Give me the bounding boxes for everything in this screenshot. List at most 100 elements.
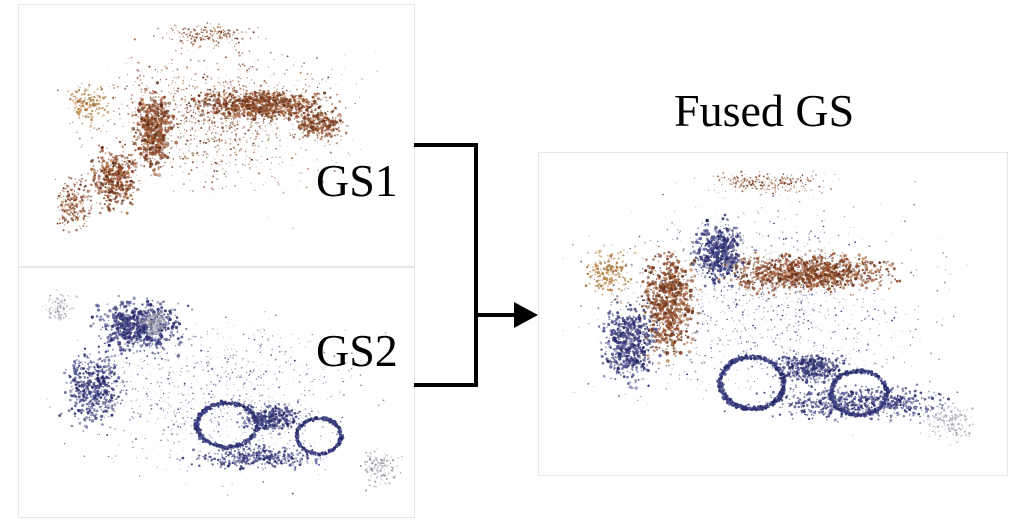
point	[116, 172, 120, 176]
point	[168, 63, 170, 65]
point	[230, 84, 232, 86]
point	[330, 396, 332, 398]
point	[265, 93, 268, 96]
point	[255, 135, 258, 138]
point	[194, 104, 197, 107]
point	[105, 164, 108, 167]
point	[333, 169, 336, 172]
point	[233, 31, 235, 34]
point	[300, 110, 303, 113]
point	[211, 122, 214, 125]
point	[235, 354, 238, 357]
point	[135, 144, 138, 147]
point	[261, 114, 263, 117]
point	[118, 107, 120, 110]
point	[116, 85, 119, 88]
point	[106, 303, 109, 306]
point	[321, 180, 324, 183]
point	[268, 432, 270, 434]
point	[108, 151, 111, 154]
point	[167, 129, 170, 132]
point	[138, 101, 142, 106]
point	[118, 140, 122, 144]
point	[299, 172, 302, 175]
point	[310, 126, 313, 130]
point	[130, 135, 132, 137]
point	[311, 108, 313, 111]
point	[114, 172, 116, 174]
point	[165, 141, 170, 146]
point	[214, 395, 216, 397]
point	[128, 121, 130, 123]
point	[215, 133, 217, 134]
point	[260, 161, 262, 164]
point	[150, 130, 153, 133]
point	[264, 125, 267, 127]
point	[131, 140, 134, 143]
point	[272, 131, 273, 133]
point	[200, 361, 202, 363]
point	[291, 138, 293, 140]
point	[209, 374, 210, 375]
point	[194, 322, 196, 324]
point	[180, 53, 183, 55]
point	[215, 40, 218, 42]
point	[218, 77, 220, 79]
point	[276, 84, 279, 86]
point	[206, 388, 208, 390]
point	[212, 47, 215, 50]
point	[216, 178, 219, 180]
point	[318, 123, 321, 125]
point	[327, 79, 329, 80]
point	[128, 300, 132, 305]
point	[148, 65, 151, 68]
point	[179, 157, 182, 160]
point	[234, 151, 236, 154]
point	[139, 359, 141, 361]
point	[143, 452, 145, 454]
point	[159, 165, 162, 168]
point	[90, 129, 91, 131]
point	[182, 183, 185, 186]
point	[177, 358, 180, 360]
point	[177, 321, 179, 323]
point	[179, 426, 182, 429]
point	[278, 386, 280, 389]
point	[304, 101, 307, 104]
point	[203, 105, 206, 108]
point	[70, 198, 72, 201]
point	[75, 216, 78, 219]
point	[73, 200, 75, 202]
point	[145, 114, 149, 118]
point	[232, 441, 235, 443]
point	[350, 368, 353, 370]
point	[94, 190, 97, 193]
point	[300, 120, 304, 124]
point	[134, 101, 136, 102]
point	[223, 349, 225, 351]
point	[272, 398, 273, 400]
point	[301, 433, 304, 435]
point	[224, 141, 227, 144]
point	[336, 128, 338, 131]
point	[160, 389, 162, 391]
point	[277, 105, 279, 108]
point	[226, 30, 228, 32]
point	[90, 118, 94, 122]
point	[206, 22, 209, 24]
point	[360, 384, 362, 386]
point	[226, 114, 229, 118]
point	[255, 102, 259, 105]
point	[99, 85, 102, 89]
point	[264, 333, 266, 335]
point	[308, 390, 311, 392]
point	[86, 198, 89, 201]
point	[231, 85, 233, 88]
point	[228, 78, 231, 80]
point	[341, 416, 344, 419]
point	[97, 191, 101, 195]
point	[190, 94, 193, 96]
point	[88, 103, 92, 107]
point	[119, 153, 123, 157]
point	[116, 402, 119, 404]
